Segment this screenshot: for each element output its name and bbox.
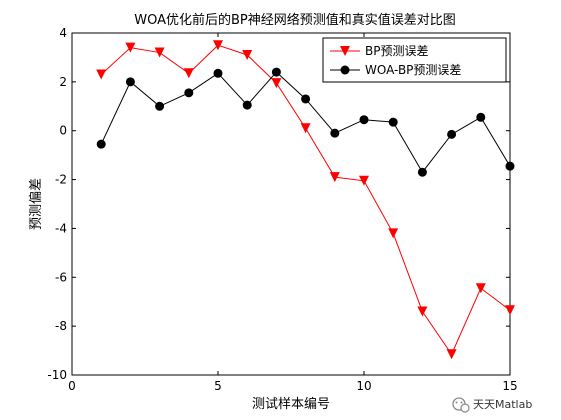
data-point-bp: [125, 42, 136, 53]
data-point-woa-bp: [388, 117, 398, 127]
data-point-woa-bp: [184, 88, 194, 98]
legend-label-bp: BP预测误差: [365, 44, 428, 58]
legend-marker-woa: [340, 65, 350, 75]
data-point-woa-bp: [96, 139, 106, 149]
plot-area: [71, 32, 511, 376]
legend-marker-bp: [340, 46, 350, 56]
data-point-woa-bp: [505, 161, 515, 171]
x-tick-label: 15: [502, 379, 517, 393]
data-point-bp: [271, 78, 282, 89]
data-point-bp: [417, 306, 428, 317]
x-axis-label: 测试样本编号: [252, 397, 330, 412]
data-point-bp: [300, 123, 311, 134]
y-tick-label: -4: [55, 221, 67, 235]
data-point-woa-bp: [447, 129, 457, 139]
watermark: 天天Matlab: [452, 397, 532, 413]
x-tick-label: 5: [214, 379, 222, 393]
y-tick-label: 4: [59, 26, 67, 40]
data-point-woa-bp: [417, 167, 427, 177]
legend: BP预测误差 WOA-BP预测误差: [322, 37, 507, 83]
y-tick-label: 2: [59, 75, 67, 89]
y-axis-label: 预测偏差: [29, 178, 44, 230]
x-tick-label: 0: [68, 379, 76, 393]
data-point-woa-bp: [359, 115, 369, 125]
data-point-woa-bp: [301, 94, 311, 104]
data-point-bp: [359, 175, 369, 186]
axis-ticks: 0 5 10 15 -10 -8 -6 -4 -2 0 2 4: [47, 26, 517, 393]
wechat-logo-icon: [452, 397, 470, 413]
data-point-bp: [388, 228, 399, 239]
y-tick-label: -10: [47, 368, 67, 382]
data-point-bp: [505, 305, 515, 316]
data-point-woa-bp: [213, 68, 223, 78]
data-point-bp: [475, 283, 486, 294]
data-point-woa-bp: [330, 128, 340, 138]
legend-box: [322, 37, 507, 83]
chart-title: WOA优化前后的BP神经网络预测值和真实值误差对比图: [134, 12, 456, 28]
y-tick-label: -2: [55, 173, 67, 187]
watermark-text: 天天Matlab: [473, 398, 532, 411]
data-point-bp: [183, 68, 194, 79]
data-point-bp: [242, 49, 253, 60]
y-tick-label: -6: [55, 270, 67, 284]
series-layer: [96, 40, 515, 360]
data-point-woa-bp: [125, 77, 135, 87]
legend-label-woa: WOA-BP预测误差: [365, 63, 461, 77]
data-point-woa-bp: [476, 112, 486, 122]
data-point-bp: [329, 172, 340, 183]
x-tick-label: 10: [356, 379, 371, 393]
data-point-bp: [213, 40, 223, 51]
y-tick-label: -8: [55, 319, 67, 333]
data-point-woa-bp: [271, 67, 281, 77]
y-tick-label: 0: [59, 124, 67, 138]
data-point-bp: [446, 349, 457, 360]
data-point-woa-bp: [155, 101, 165, 111]
data-point-bp: [154, 47, 165, 58]
data-point-bp: [96, 69, 107, 80]
data-point-woa-bp: [242, 100, 252, 110]
